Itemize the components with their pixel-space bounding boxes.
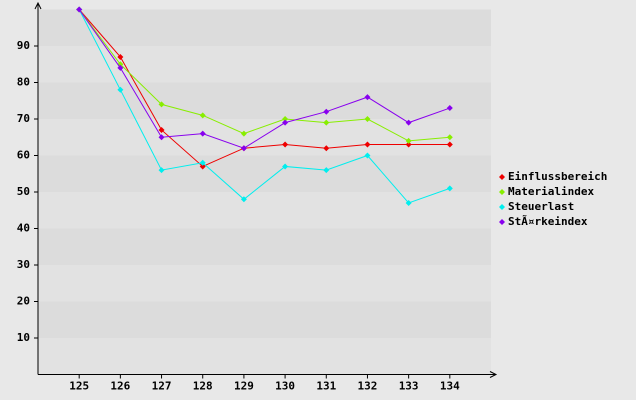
point <box>446 141 453 148</box>
point <box>199 112 206 119</box>
point <box>323 167 330 174</box>
x-tick-label: 128 <box>193 380 213 393</box>
legend-marker <box>499 204 505 210</box>
x-axis-arrow <box>489 371 498 378</box>
point <box>446 185 453 192</box>
legend-label: StÃ¤rkeindex <box>508 215 588 228</box>
point <box>76 6 83 13</box>
grid-band <box>38 192 491 229</box>
x-tick-label: 132 <box>358 380 378 393</box>
legend-label: Steuerlast <box>508 200 574 213</box>
y-tick-label: 40 <box>17 222 30 235</box>
point <box>117 64 124 71</box>
x-tick-label: 125 <box>69 380 89 393</box>
x-tick-label: 130 <box>275 380 295 393</box>
y-tick-label: 90 <box>17 39 30 52</box>
grid-band <box>38 46 491 83</box>
point <box>446 134 453 141</box>
y-tick-label: 20 <box>17 295 30 308</box>
point <box>405 119 412 126</box>
point <box>323 145 330 152</box>
legend-label: Materialindex <box>508 185 594 198</box>
point <box>282 163 289 170</box>
point <box>240 196 247 203</box>
line <box>78 9 450 149</box>
grid-band <box>38 119 491 156</box>
point <box>323 119 330 126</box>
point <box>282 119 289 126</box>
point <box>158 134 165 141</box>
point <box>158 101 165 108</box>
point <box>364 94 371 101</box>
line <box>78 9 450 142</box>
y-tick-label: 60 <box>17 149 30 162</box>
x-tick-label: 126 <box>110 380 130 393</box>
grid-band <box>38 265 491 302</box>
point <box>282 116 289 122</box>
point <box>117 53 124 60</box>
point <box>323 108 330 115</box>
legend-marker <box>499 219 505 225</box>
point <box>364 152 371 159</box>
legend-marker <box>499 174 505 180</box>
y-axis-arrow <box>34 1 42 10</box>
point <box>405 199 412 206</box>
x-tick-label: 133 <box>399 380 419 393</box>
legend-marker <box>499 189 505 195</box>
grid-band <box>38 301 491 338</box>
x-tick-label: 131 <box>316 380 336 393</box>
line <box>78 9 450 168</box>
point <box>240 145 247 152</box>
y-tick-label: 30 <box>17 258 30 271</box>
point <box>364 116 371 122</box>
line <box>78 9 450 204</box>
legend-label: Einflussbereich <box>508 170 607 183</box>
grid-band <box>38 338 491 375</box>
point <box>240 130 247 137</box>
point <box>158 126 165 133</box>
point <box>199 130 206 137</box>
x-tick-label: 129 <box>234 380 254 393</box>
grid-band <box>38 228 491 265</box>
x-tick-label: 127 <box>152 380 172 393</box>
grid-band <box>38 9 491 46</box>
grid-band <box>38 82 491 119</box>
y-tick-label: 50 <box>17 185 30 198</box>
point <box>282 141 289 148</box>
grid-band <box>38 155 491 192</box>
x-tick-label: 134 <box>440 380 460 393</box>
y-tick-label: 10 <box>17 331 30 344</box>
point <box>364 141 371 148</box>
y-tick-label: 80 <box>17 76 30 89</box>
point <box>117 86 124 93</box>
point <box>405 137 412 144</box>
point <box>405 141 412 148</box>
y-tick-label: 70 <box>17 112 30 125</box>
point <box>446 105 453 112</box>
point <box>199 159 206 166</box>
point <box>158 167 165 174</box>
point <box>199 163 206 170</box>
